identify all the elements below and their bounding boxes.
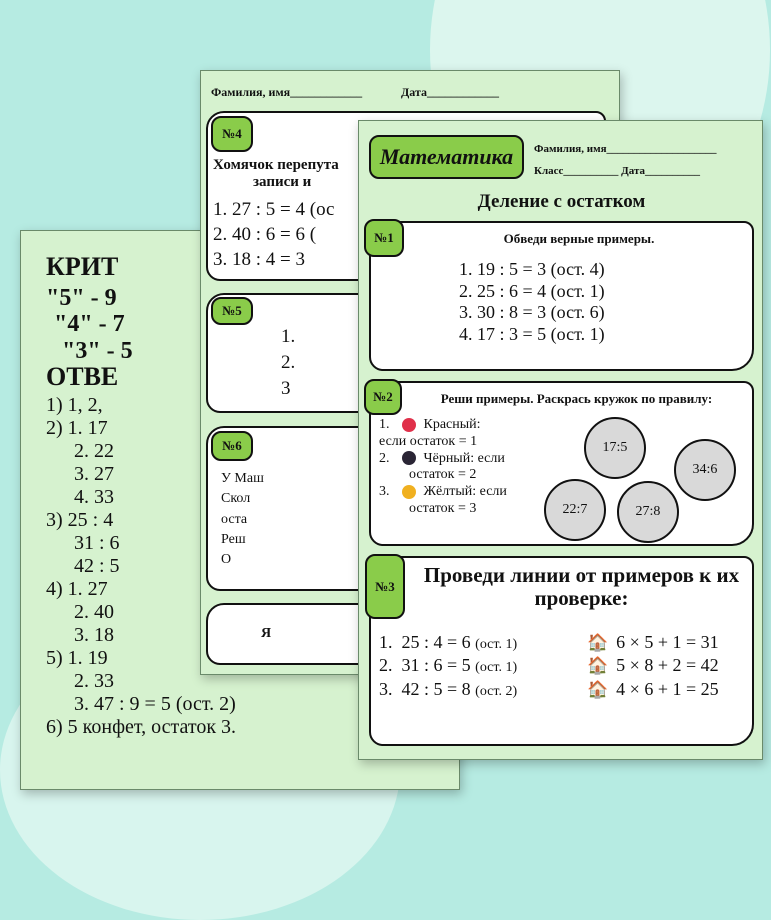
circle-17-5[interactable]: 17:5 bbox=[584, 417, 646, 479]
name-field[interactable]: Фамилия, имя____________ bbox=[211, 85, 363, 99]
example-row[interactable]: 4. 17 : 3 = 5 (ост. 1) bbox=[459, 323, 605, 344]
answer: 2. 22 bbox=[74, 440, 114, 462]
task4-row: 1. 27 : 5 = 4 (ос bbox=[213, 199, 335, 220]
answer: 4. 33 bbox=[74, 486, 114, 508]
task7-text: Я bbox=[261, 626, 272, 641]
answer: 3. 27 bbox=[74, 463, 114, 485]
check-example[interactable]: 🏠 6 × 5 + 1 = 31 bbox=[587, 632, 719, 652]
yellow-dot-icon bbox=[401, 484, 416, 499]
rule-red: 1. Красный: если остаток = 1 bbox=[379, 417, 481, 449]
example-row[interactable]: 2. 25 : 6 = 4 (ост. 1) bbox=[459, 280, 605, 301]
task4-number: №4 bbox=[211, 116, 253, 152]
answer: 5) 1. 19 bbox=[46, 647, 108, 669]
red-dot-icon bbox=[401, 417, 416, 432]
criteria-item: "3" - 5 bbox=[62, 337, 133, 364]
house-icon: 🏠 bbox=[587, 656, 609, 676]
check-example[interactable]: 🏠 5 × 8 + 2 = 42 bbox=[587, 655, 719, 676]
task2-title: Реши примеры. Раскрась кружок по правилу… bbox=[440, 391, 713, 406]
task4-row: 2. 40 : 6 = 6 ( bbox=[213, 224, 317, 245]
circle-27-8[interactable]: 27:8 bbox=[617, 481, 679, 543]
criteria-list: "5" - 9 "4" - 7 "3" - 5 bbox=[46, 285, 133, 364]
black-dot-icon bbox=[401, 451, 416, 466]
task3-title: Проведи линии от примеров к их проверке: bbox=[423, 563, 740, 611]
color-rules: 1. Красный: если остаток = 1 2. Чёрный: есл… bbox=[379, 417, 507, 518]
task3-number: №3 bbox=[365, 554, 405, 619]
subject-badge: Математика bbox=[369, 135, 524, 179]
answer: 2. 33 bbox=[74, 670, 114, 692]
criteria-item: "5" - 9 bbox=[46, 285, 117, 311]
task2-number: №2 bbox=[364, 379, 402, 415]
answer: 42 : 5 bbox=[74, 555, 120, 577]
division-example[interactable]: 2. 31 : 6 = 5 (ост. 1) bbox=[379, 655, 518, 676]
answer: 31 : 6 bbox=[74, 532, 120, 554]
rule-black: 2. Чёрный: если остаток = 2 bbox=[379, 450, 505, 483]
task3-box bbox=[369, 556, 754, 746]
task5-row: 3 bbox=[281, 378, 291, 399]
circle-22-7[interactable]: 22:7 bbox=[544, 479, 606, 541]
task1-number: №1 bbox=[364, 219, 404, 257]
page-title: Деление с остатком bbox=[477, 191, 646, 212]
task3-left: 1. 25 : 4 = 6 (ост. 1) 2. 31 : 6 = 5 (ос… bbox=[379, 631, 517, 701]
answer: 4) 1. 27 bbox=[46, 578, 108, 600]
answers-title: ОТВЕ bbox=[46, 362, 119, 391]
task5-number: №5 bbox=[211, 297, 253, 325]
name-field[interactable]: Фамилия, имя____________________ bbox=[534, 143, 717, 155]
task4-row: 3. 18 : 4 = 3 bbox=[213, 249, 305, 270]
house-icon: 🏠 bbox=[587, 679, 609, 699]
task5-row: 2. bbox=[281, 352, 296, 373]
class-field[interactable]: Класс__________ Дата__________ bbox=[534, 165, 700, 177]
criteria-title: КРИТ bbox=[46, 252, 119, 281]
circle-34-6[interactable]: 34:6 bbox=[674, 439, 736, 501]
task1-title: Обведи верные примеры. bbox=[503, 231, 655, 246]
task4-title: Хомячок перепута записи и bbox=[213, 157, 339, 190]
example-row[interactable]: 1. 19 : 5 = 3 (ост. 4) bbox=[459, 259, 605, 279]
answer: 3. 47 : 9 = 5 (ост. 2) bbox=[74, 693, 236, 715]
date-field[interactable]: Дата____________ bbox=[401, 85, 499, 99]
answer: 3) 25 : 4 bbox=[46, 509, 114, 531]
answer: 6) 5 конфет, остаток 3. bbox=[46, 716, 237, 738]
worksheet-page-1: Математика Фамилия, имя_________________… bbox=[358, 120, 763, 760]
answer: 3. 18 bbox=[74, 624, 114, 646]
division-example[interactable]: 1. 25 : 4 = 6 (ост. 1) bbox=[379, 632, 518, 652]
task5-row: 1. bbox=[281, 326, 296, 347]
task3-right: 🏠 6 × 5 + 1 = 31 🏠 5 × 8 + 2 = 42 🏠 4 × 6 +… bbox=[587, 631, 719, 701]
criteria-item: "4" - 7 bbox=[54, 311, 125, 338]
answer: 1) 1, 2, bbox=[46, 394, 103, 416]
task6-text: У Маш Скол оста Реш О bbox=[221, 471, 264, 568]
answer: 2. 40 bbox=[74, 601, 114, 623]
rule-yellow: 3. Жёлтый: если остаток = 3 bbox=[379, 484, 507, 516]
answer: 2) 1. 17 bbox=[46, 417, 108, 439]
task1-rows: 1. 19 : 5 = 3 (ост. 4) 2. 25 : 6 = 4 (ос… bbox=[459, 259, 605, 345]
example-row[interactable]: 3. 30 : 8 = 3 (ост. 6) bbox=[459, 302, 605, 323]
division-example[interactable]: 3. 42 : 5 = 8 (ост. 2) bbox=[379, 678, 518, 699]
answers-list: 1) 1, 2, 2) 1. 17 2. 22 3. 27 4. 33 3) 2… bbox=[46, 394, 236, 739]
house-icon: 🏠 bbox=[587, 633, 609, 652]
task6-number: №6 bbox=[211, 431, 253, 461]
task1-box bbox=[369, 221, 754, 371]
check-example[interactable]: 🏠 4 × 6 + 1 = 25 bbox=[587, 678, 719, 699]
